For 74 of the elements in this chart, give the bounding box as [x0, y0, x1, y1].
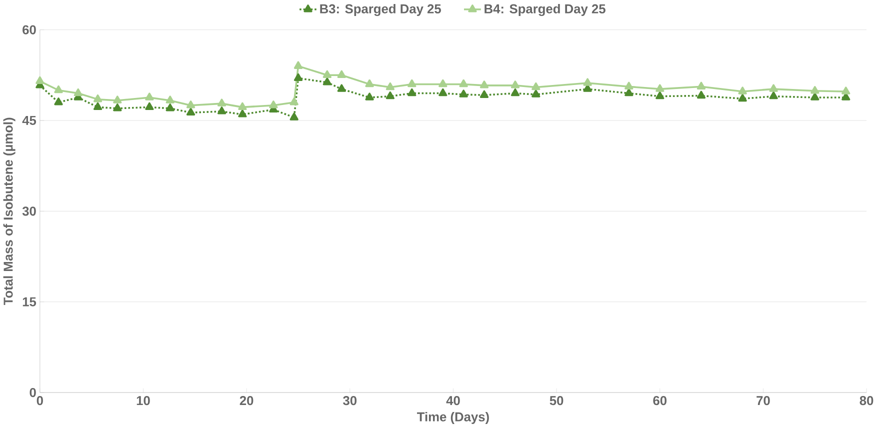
- point: [438, 88, 448, 96]
- point: [113, 103, 122, 112]
- point: [54, 97, 63, 106]
- y-tick-label: 45: [22, 116, 36, 125]
- point: [290, 97, 298, 106]
- point: [322, 70, 332, 78]
- x-tick-label: 80: [860, 396, 874, 406]
- point: [217, 98, 226, 106]
- point: [810, 86, 820, 94]
- point: [656, 91, 664, 100]
- x-axis-title: Time (Days): [417, 412, 489, 424]
- point: [290, 112, 298, 120]
- point: [269, 100, 278, 108]
- point: [337, 70, 346, 78]
- point: [510, 88, 520, 96]
- point: [438, 79, 448, 87]
- point: [93, 94, 102, 102]
- point: [810, 92, 820, 100]
- y-tick-label: 15: [22, 297, 36, 306]
- point: [238, 102, 247, 110]
- point: [74, 88, 82, 96]
- point: [624, 82, 634, 90]
- x-tick-label: 10: [136, 396, 150, 406]
- point: [510, 80, 520, 88]
- point: [186, 100, 196, 108]
- point: [583, 78, 592, 86]
- point: [217, 106, 226, 114]
- x-tick-label: 30: [343, 396, 357, 406]
- x-tick-label: 0: [36, 396, 43, 406]
- point: [480, 80, 489, 88]
- point: [656, 84, 664, 92]
- point: [337, 84, 346, 92]
- point: [166, 103, 174, 112]
- x-tick-label: 60: [653, 396, 667, 406]
- x-tick-label: 70: [756, 396, 770, 406]
- point: [93, 102, 102, 110]
- y-tick-label: 30: [22, 206, 36, 216]
- x-tick-label: 40: [446, 396, 460, 406]
- point: [408, 88, 416, 96]
- point: [769, 84, 778, 92]
- y-tick-label: 60: [22, 25, 36, 34]
- point: [113, 96, 122, 104]
- point: [738, 94, 747, 102]
- point: [769, 91, 778, 100]
- point: [145, 102, 154, 110]
- legend-label: B4: Sparged Day 25: [484, 4, 606, 16]
- legend-label: B3: Sparged Day 25: [320, 4, 441, 16]
- point: [386, 91, 395, 100]
- point: [532, 90, 540, 98]
- point: [532, 82, 540, 90]
- point: [696, 90, 706, 98]
- point: [842, 86, 850, 94]
- point: [322, 77, 332, 86]
- point: [696, 82, 706, 90]
- point: [294, 73, 303, 81]
- point: [145, 92, 154, 100]
- point: [480, 90, 489, 98]
- point: [459, 79, 468, 87]
- point: [386, 82, 395, 90]
- point: [365, 79, 374, 87]
- x-tick-label: 50: [550, 396, 564, 406]
- point: [54, 85, 63, 94]
- y-tick-label: 0: [30, 388, 36, 397]
- point: [365, 92, 374, 100]
- point: [408, 79, 416, 87]
- point: [238, 109, 247, 118]
- point: [36, 76, 44, 84]
- point: [186, 108, 196, 116]
- y-axis-title: Total Mass of Isobutene (µmol): [3, 118, 16, 305]
- x-tick-label: 20: [240, 396, 254, 406]
- point: [459, 90, 468, 98]
- point: [294, 61, 303, 69]
- point: [166, 96, 174, 104]
- point: [738, 86, 747, 94]
